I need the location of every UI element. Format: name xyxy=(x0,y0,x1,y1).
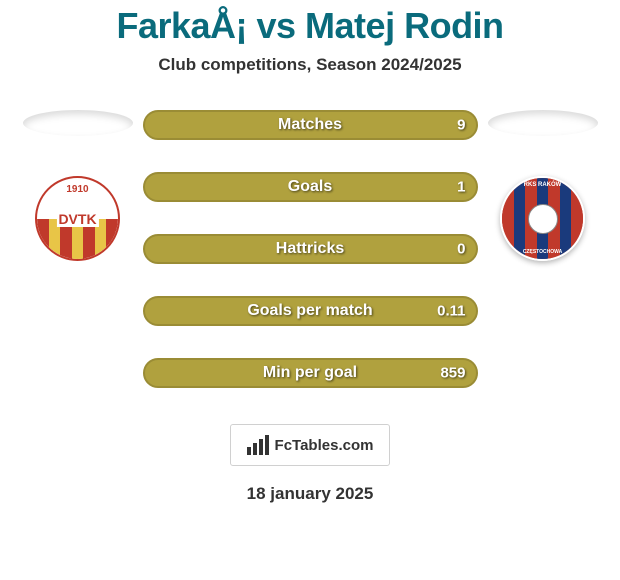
dvtk-badge-inner: 1910 DVTK xyxy=(37,178,118,259)
stat-row: Min per goal 859 xyxy=(143,358,478,388)
right-ellipse-shadow xyxy=(488,110,598,136)
right-column: RKS RAKÓW CZĘSTOCHOWA xyxy=(483,110,603,261)
stat-row: Matches 9 xyxy=(143,110,478,140)
stat-right-value: 1 xyxy=(457,179,465,196)
left-club-badge: 1910 DVTK xyxy=(35,176,120,261)
right-club-badge: RKS RAKÓW CZĘSTOCHOWA xyxy=(500,176,585,261)
stat-label: Matches xyxy=(278,116,342,134)
stat-label: Hattricks xyxy=(276,240,344,258)
left-column: 1910 DVTK xyxy=(18,110,138,261)
left-ellipse-shadow xyxy=(23,110,133,136)
branding-text: FcTables.com xyxy=(275,437,374,454)
rakow-ball-icon xyxy=(528,204,558,234)
stat-right-value: 0.11 xyxy=(437,303,465,320)
comparison-card: FarkaÅ¡ vs Matej Rodin Club competitions… xyxy=(0,0,620,504)
stat-label: Goals per match xyxy=(247,302,372,320)
rakow-name-top: RKS RAKÓW xyxy=(524,182,562,188)
page-subtitle: Club competitions, Season 2024/2025 xyxy=(158,55,461,75)
dvtk-name: DVTK xyxy=(56,211,98,227)
date-text: 18 january 2025 xyxy=(247,484,374,504)
stat-row: Goals per match 0.11 xyxy=(143,296,478,326)
stat-row: Hattricks 0 xyxy=(143,234,478,264)
stat-label: Min per goal xyxy=(263,364,357,382)
rakow-name-bottom: CZĘSTOCHOWA xyxy=(523,249,562,255)
stat-row: Goals 1 xyxy=(143,172,478,202)
dvtk-year: 1910 xyxy=(66,184,88,195)
stat-right-value: 0 xyxy=(457,241,465,258)
page-title: FarkaÅ¡ vs Matej Rodin xyxy=(116,5,503,47)
stats-column: Matches 9 Goals 1 Hattricks 0 Goals per match 0… xyxy=(138,110,483,404)
main-row: 1910 DVTK Matches 9 Goals 1 Hattricks 0 Goals xyxy=(0,110,620,404)
stat-right-value: 859 xyxy=(440,365,465,382)
branding-box: FcTables.com xyxy=(230,424,390,466)
stat-label: Goals xyxy=(288,178,332,196)
stat-right-value: 9 xyxy=(457,117,465,134)
chart-icon xyxy=(247,435,269,455)
